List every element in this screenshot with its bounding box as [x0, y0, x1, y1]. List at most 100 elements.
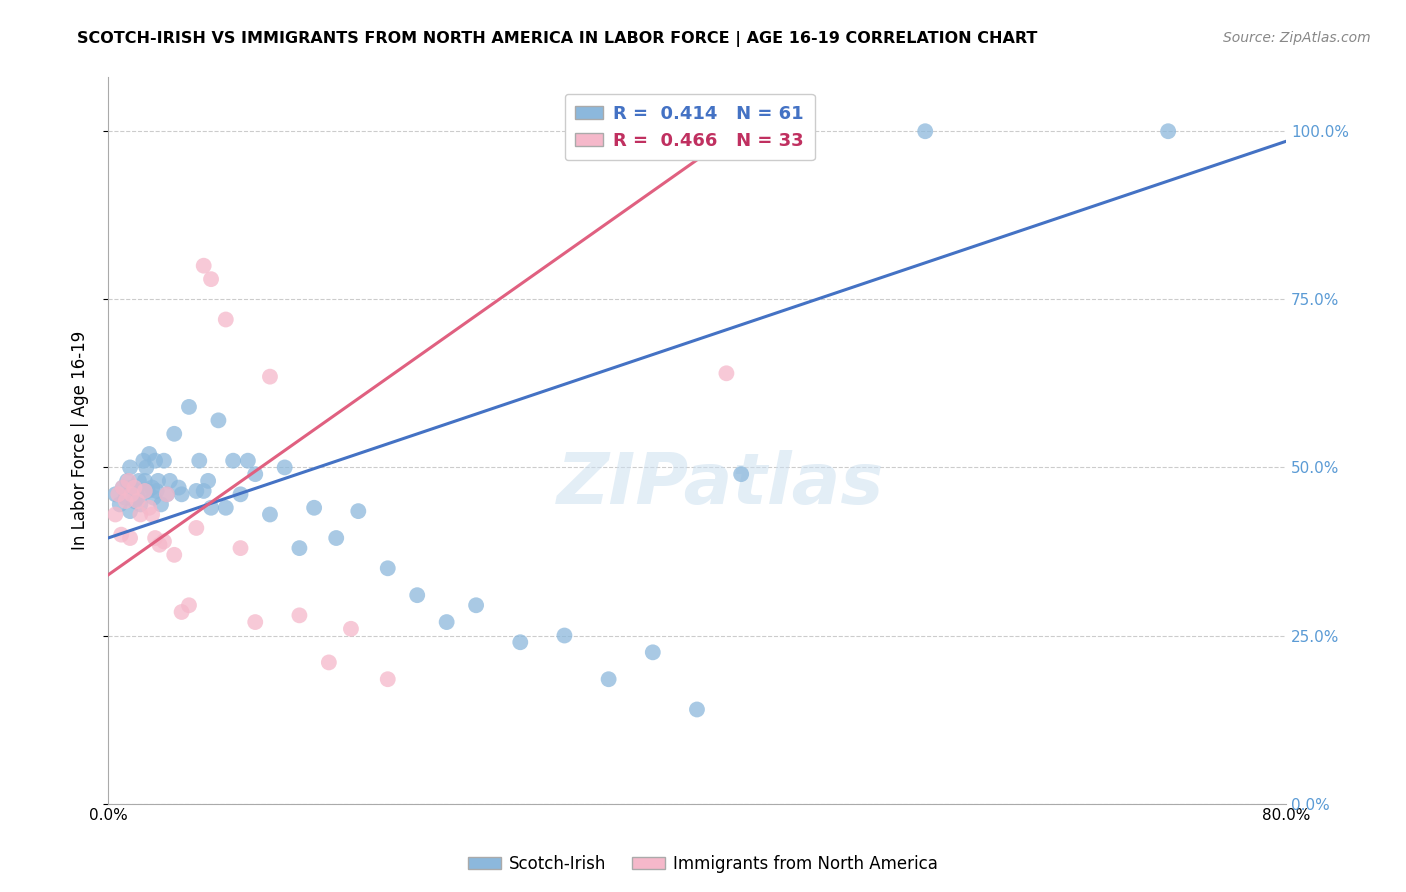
- Text: ZIPatlas: ZIPatlas: [557, 450, 884, 518]
- Point: [325, 531, 347, 545]
- Point: [598, 672, 620, 686]
- Point: [318, 656, 340, 670]
- Point: [197, 474, 219, 488]
- Point: [288, 541, 311, 555]
- Point: [436, 615, 458, 629]
- Point: [553, 628, 575, 642]
- Point: [193, 259, 215, 273]
- Point: [259, 508, 281, 522]
- Point: [686, 702, 709, 716]
- Point: [150, 497, 173, 511]
- Point: [229, 541, 252, 555]
- Point: [163, 548, 186, 562]
- Point: [108, 497, 131, 511]
- Point: [215, 500, 238, 515]
- Point: [177, 599, 200, 613]
- Point: [377, 672, 399, 686]
- Point: [163, 426, 186, 441]
- Point: [131, 483, 153, 498]
- Point: [177, 400, 200, 414]
- Point: [143, 453, 166, 467]
- Point: [114, 494, 136, 508]
- Point: [136, 483, 159, 498]
- Point: [121, 481, 143, 495]
- Point: [188, 453, 211, 467]
- Point: [120, 504, 142, 518]
- Point: [104, 508, 127, 522]
- Point: [193, 483, 215, 498]
- Point: [114, 491, 136, 505]
- Point: [288, 608, 311, 623]
- Point: [132, 453, 155, 467]
- Point: [124, 481, 146, 495]
- Point: [156, 487, 179, 501]
- Point: [124, 494, 146, 508]
- Point: [159, 474, 181, 488]
- Point: [128, 474, 150, 488]
- Point: [134, 483, 156, 498]
- Point: [509, 635, 531, 649]
- Point: [156, 487, 179, 501]
- Point: [142, 491, 165, 505]
- Point: [146, 474, 169, 488]
- Point: [167, 481, 190, 495]
- Point: [117, 474, 139, 488]
- Point: [222, 453, 245, 467]
- Point: [145, 483, 167, 498]
- Point: [215, 312, 238, 326]
- Point: [229, 487, 252, 501]
- Point: [245, 467, 267, 482]
- Point: [107, 487, 129, 501]
- Y-axis label: In Labor Force | Age 16-19: In Labor Force | Age 16-19: [72, 331, 89, 550]
- Point: [236, 453, 259, 467]
- Point: [406, 588, 429, 602]
- Point: [138, 447, 160, 461]
- Point: [170, 605, 193, 619]
- Point: [153, 534, 176, 549]
- Point: [125, 483, 148, 498]
- Point: [259, 369, 281, 384]
- Point: [111, 481, 134, 495]
- Legend: Scotch-Irish, Immigrants from North America: Scotch-Irish, Immigrants from North Amer…: [461, 848, 945, 880]
- Point: [127, 494, 149, 508]
- Point: [730, 467, 752, 482]
- Point: [143, 531, 166, 545]
- Point: [121, 487, 143, 501]
- Point: [207, 413, 229, 427]
- Point: [1157, 124, 1180, 138]
- Point: [129, 508, 152, 522]
- Point: [186, 483, 208, 498]
- Point: [347, 504, 370, 518]
- Point: [465, 599, 488, 613]
- Point: [141, 508, 163, 522]
- Point: [110, 527, 132, 541]
- Point: [141, 481, 163, 495]
- Point: [153, 453, 176, 467]
- Point: [377, 561, 399, 575]
- Point: [273, 460, 295, 475]
- Point: [186, 521, 208, 535]
- Legend: R =  0.414   N = 61, R =  0.466   N = 33: R = 0.414 N = 61, R = 0.466 N = 33: [565, 94, 815, 161]
- Point: [148, 538, 170, 552]
- Point: [302, 500, 325, 515]
- Point: [200, 272, 222, 286]
- Point: [127, 491, 149, 505]
- Point: [716, 366, 738, 380]
- Point: [111, 481, 134, 495]
- Point: [138, 500, 160, 515]
- Point: [115, 474, 138, 488]
- Point: [120, 531, 142, 545]
- Point: [200, 500, 222, 515]
- Text: Source: ZipAtlas.com: Source: ZipAtlas.com: [1223, 31, 1371, 45]
- Point: [641, 645, 664, 659]
- Point: [120, 460, 142, 475]
- Text: SCOTCH-IRISH VS IMMIGRANTS FROM NORTH AMERICA IN LABOR FORCE | AGE 16-19 CORRELA: SCOTCH-IRISH VS IMMIGRANTS FROM NORTH AM…: [77, 31, 1038, 47]
- Point: [170, 487, 193, 501]
- Point: [104, 487, 127, 501]
- Point: [129, 497, 152, 511]
- Point: [340, 622, 363, 636]
- Point: [914, 124, 936, 138]
- Point: [135, 460, 157, 475]
- Point: [134, 474, 156, 488]
- Point: [245, 615, 267, 629]
